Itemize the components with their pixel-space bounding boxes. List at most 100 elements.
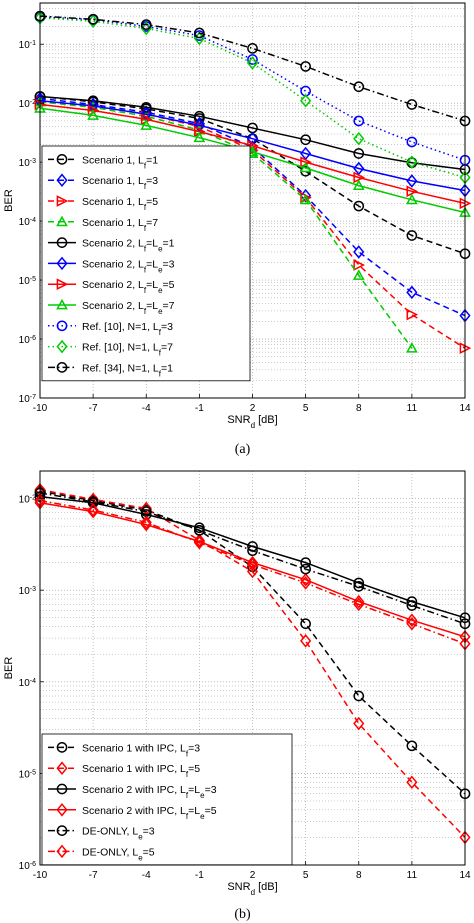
legend-entry: Scenario 2 with IPC, Lf=Le=5 [48,803,217,820]
x-tick-label: 5 [303,403,309,414]
legend-entry: DE-ONLY, Le=5 [48,844,155,862]
legend-entry: Scenario 2, Lf=Le=5 [48,278,175,295]
data-point [406,613,418,628]
legend-label: Ref. [10], N=1, Lf=3 [82,321,173,337]
data-point [406,616,418,631]
data-point [353,148,365,159]
chart-panel-a: -10 -7 -4 -1 2 5 8 11 14 10-7 10-6 10-5 10-4 10-3 10-2… [3,2,472,457]
data-point [406,775,418,790]
data-point [300,618,311,630]
data-point [406,136,418,148]
data-point [193,534,205,549]
data-point [406,99,418,110]
data-point [300,557,311,568]
data-point [406,185,419,198]
data-point [300,563,311,575]
legend-entry: Scenario 2, Lf=Le=1 [48,237,175,254]
data-point [247,43,258,54]
legend-label: DE-ONLY, Le=3 [82,826,155,842]
legend-marker [56,803,68,817]
panel-caption: (b) [234,907,251,922]
y-tick-label: 10-5 [19,276,36,288]
data-point [406,740,418,752]
series-line [39,490,466,795]
legend-marker [56,339,68,354]
x-tick-label: 5 [303,870,309,881]
legend-entry: Scenario 2, Lf=Le=3 [48,256,175,274]
legend-box [41,733,293,866]
series-5 [34,487,471,630]
data-point [353,597,365,612]
legend-marker [56,844,68,859]
data-point [140,101,152,113]
legend-entry: Ref. [10], N=1, Lf=3 [48,320,173,337]
legend-entry: Scenario 1, Lf=7 [48,215,158,232]
data-point [353,245,365,259]
x-axis-label: SNRd [dB] [227,414,277,430]
series-group [34,482,471,845]
data-point [246,555,259,570]
data-point [87,496,99,508]
data-point [352,269,365,280]
y-tick-label: 10-7 [19,394,36,406]
legend-marker [56,362,68,373]
series-line [39,492,466,625]
data-point [140,515,152,530]
data-point [406,308,419,321]
data-point [246,56,259,70]
data-point [353,577,365,589]
data-point [406,155,418,169]
legend-marker [56,215,68,227]
x-tick-label: -7 [89,870,98,881]
x-tick-label: 8 [356,870,362,881]
legend-marker [56,278,69,291]
legend-entry: Scenario 1 with IPC, Lf=5 [48,761,200,779]
data-point [87,503,99,517]
legend-label: Scenario 2, Lf=Le=1 [82,238,175,254]
legend-label: Ref. [34], N=1, Lf=1 [82,362,173,378]
legend-marker [56,173,68,187]
data-point [194,27,205,39]
data-point [246,131,259,146]
x-tick-label: 14 [459,403,471,414]
data-point [247,545,258,557]
data-point [140,517,152,532]
data-point [194,524,205,536]
y-tick-label: 10-4 [19,677,36,689]
data-point [353,594,365,609]
data-point [406,230,418,241]
data-point [353,131,365,146]
legend-marker [56,825,68,836]
legend-entry: Scenario 2 with IPC, Lf=Le=3 [48,783,217,800]
series-line [39,15,466,122]
legend-label: Scenario 2, Lf=Le=3 [82,258,175,274]
data-point [140,119,153,130]
legend: Scenario 1 with IPC, Lf=3 Scenario 1 with… [41,733,293,866]
data-point [353,581,365,592]
data-point [352,179,365,191]
legend-marker [56,195,69,207]
data-point [246,564,259,579]
legend-entry: Scenario 1 with IPC, Lf=3 [48,742,200,758]
legend-label: Scenario 1, Lf=5 [82,196,158,212]
grid [39,2,466,399]
data-point [353,716,365,731]
x-tick-label: 2 [250,403,256,414]
y-tick-label: 10-4 [19,217,36,229]
legend-marker [56,237,68,248]
data-point [247,54,258,65]
legend-label: Scenario 1 with IPC, Lf=3 [82,742,200,758]
series-line [39,488,466,838]
legend-label: Scenario 2 with IPC, Lf=Le=3 [82,784,217,800]
series-line [39,95,466,255]
data-point [353,81,365,93]
legend-marker [56,320,68,332]
data-point [406,600,418,611]
data-point [353,115,365,127]
grid [39,470,466,866]
data-point [300,572,312,587]
y-tick-label: 10-3 [19,586,36,598]
x-tick-label: 11 [407,870,418,881]
x-tick-label: -10 [33,870,48,881]
legend-entry: DE-ONLY, Le=3 [48,825,155,842]
